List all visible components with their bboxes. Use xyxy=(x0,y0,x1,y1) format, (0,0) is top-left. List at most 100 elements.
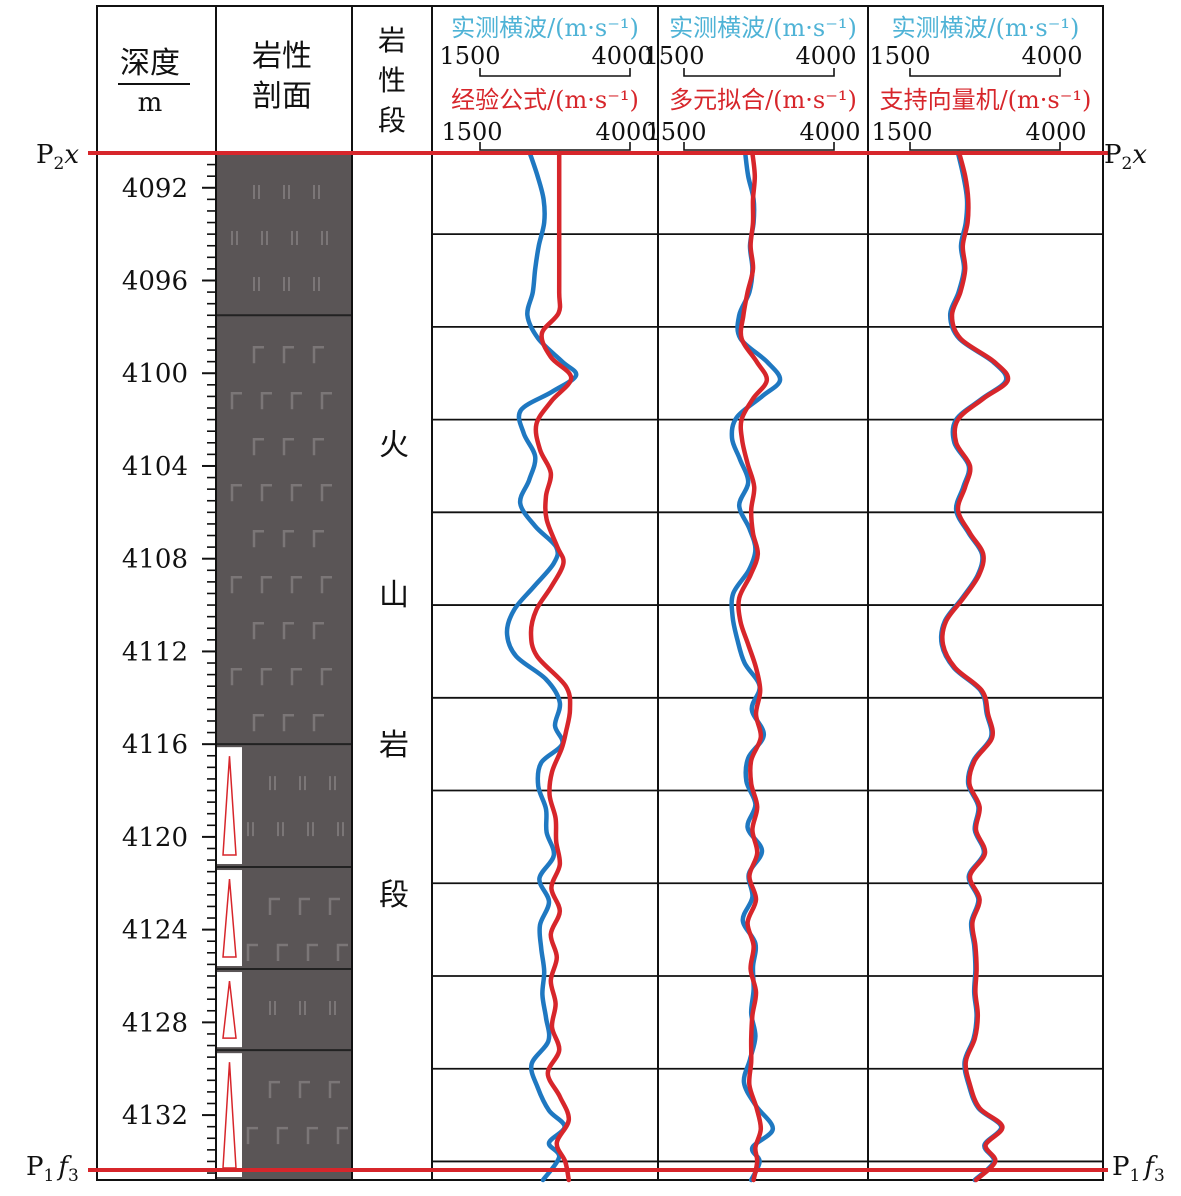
lithology-symbol xyxy=(230,668,242,686)
depth-tick-label: 4108 xyxy=(122,545,188,575)
scale-max-label: 4000 xyxy=(595,118,656,146)
lithology-symbol xyxy=(252,622,264,640)
lithology-symbol xyxy=(337,822,344,837)
lithology-symbol xyxy=(329,776,336,791)
header: 深度 m 岩性 剖面 岩 性 段 xyxy=(118,24,406,137)
lithology-symbol xyxy=(321,231,328,245)
lithology-symbol xyxy=(246,1126,258,1145)
lithology-symbol xyxy=(299,1001,306,1016)
cone-icon xyxy=(222,980,237,1039)
lithology-symbol xyxy=(329,1001,336,1016)
curves xyxy=(504,150,1011,1183)
lithology-symbol xyxy=(291,231,298,245)
lithology-symbol xyxy=(282,438,294,456)
lithology-symbol xyxy=(230,484,242,502)
lithology-symbol xyxy=(268,1080,280,1099)
depth-tick-label: 4100 xyxy=(122,359,188,389)
lithology-symbol xyxy=(328,1080,340,1099)
depth-label: 深度 xyxy=(120,46,180,81)
scale-min-label: 1500 xyxy=(871,118,932,146)
track-predicted-label: 经验公式/(m·s⁻¹) xyxy=(451,86,639,114)
scale-max-label: 4000 xyxy=(1025,118,1086,146)
bottom-marker-left: P1 f3 xyxy=(26,1152,79,1186)
depth-tick-label: 4104 xyxy=(122,452,188,482)
litho-section-char-4: 段 xyxy=(379,878,409,913)
lithology-symbol xyxy=(253,277,260,291)
depth-tick-label: 4112 xyxy=(122,637,188,667)
lithology-symbol xyxy=(306,1126,318,1145)
lithology-symbol xyxy=(269,1001,276,1016)
lithology-symbol xyxy=(282,714,294,732)
litho-section-char-1: 火 xyxy=(379,428,409,463)
column-frame xyxy=(96,5,1104,1181)
lithology-symbol xyxy=(320,392,332,410)
formation-markers: P2x P2x P1 f3 P1 f3 xyxy=(26,140,1165,1186)
scale-min-label: 1500 xyxy=(869,42,930,70)
depth-tick-label: 4092 xyxy=(122,174,188,204)
lithology-symbol xyxy=(312,438,324,456)
top-marker-left: P2x xyxy=(36,140,79,174)
scale-max-label: 4000 xyxy=(1021,42,1082,70)
lithology-symbol xyxy=(282,346,294,364)
lithology-symbol xyxy=(283,277,290,291)
cone-icon xyxy=(222,756,237,856)
depth-tick-label: 4116 xyxy=(122,730,188,760)
measured-curve xyxy=(504,150,579,1183)
litho-section-label-2: 性 xyxy=(378,64,406,97)
lithology-symbol xyxy=(298,1080,310,1099)
lithology-symbol xyxy=(312,714,324,732)
scale-max-label: 4000 xyxy=(799,118,860,146)
lithology-symbol xyxy=(252,346,264,364)
depth-tick-label: 4124 xyxy=(122,916,188,946)
lithology-symbol xyxy=(283,185,290,199)
lithology-symbol xyxy=(336,943,348,962)
litho-profile-label-1: 岩性 xyxy=(252,39,312,74)
predicted-curve xyxy=(736,150,770,1183)
bottom-marker-right: P1 f3 xyxy=(1112,1152,1165,1186)
lithology-symbol xyxy=(307,822,314,837)
lithology-symbol xyxy=(252,714,264,732)
lithology-symbol xyxy=(269,776,276,791)
lithology-symbol xyxy=(282,622,294,640)
lithology-symbol xyxy=(231,231,238,245)
lithology-symbol xyxy=(276,1126,288,1145)
lithology-symbol xyxy=(253,185,260,199)
track-measured-label: 实测横波/(m·s⁻¹) xyxy=(892,14,1080,42)
lithology-symbol xyxy=(260,576,272,594)
depth-tick-label: 4132 xyxy=(122,1101,188,1131)
lithology-symbol xyxy=(328,897,340,916)
measured-curve xyxy=(938,150,1009,1183)
lithology-symbol xyxy=(282,530,294,548)
scale-min-label: 1500 xyxy=(645,118,706,146)
litho-profile-label-2: 剖面 xyxy=(252,79,312,114)
depth-tick-label: 4120 xyxy=(122,823,188,853)
lithology-symbol xyxy=(252,438,264,456)
lithology-symbol xyxy=(320,668,332,686)
lithology-symbol xyxy=(276,943,288,962)
lithology-symbol xyxy=(277,822,284,837)
litho-section-label-3: 段 xyxy=(378,104,406,137)
lithology-symbol xyxy=(268,897,280,916)
litho-section-char-2: 山 xyxy=(379,578,409,613)
lithology-symbol xyxy=(320,484,332,502)
litho-section-char-3: 岩 xyxy=(379,728,409,763)
lithology-symbol xyxy=(312,530,324,548)
scale-max-label: 4000 xyxy=(795,42,856,70)
predicted-curve xyxy=(528,150,574,1183)
lithology-symbol xyxy=(230,576,242,594)
lithology-symbol xyxy=(313,277,320,291)
lithology-symbol xyxy=(299,776,306,791)
cone-icon xyxy=(222,878,237,958)
scale-min-label: 1500 xyxy=(441,118,502,146)
scale-min-label: 1500 xyxy=(439,42,500,70)
litho-section-text: 火 山 岩 段 xyxy=(379,428,409,913)
depth-axis: 4092 4096 4100 4104 4108 4112 4116 4120 4124 4128… xyxy=(122,152,216,1174)
track-predicted-label: 支持向量机/(m·s⁻¹) xyxy=(880,86,1092,114)
lithology-symbol xyxy=(336,1126,348,1145)
lithology-symbol xyxy=(290,484,302,502)
lithology-symbol xyxy=(290,392,302,410)
scale-bar xyxy=(683,68,835,77)
lithology-symbol xyxy=(312,622,324,640)
